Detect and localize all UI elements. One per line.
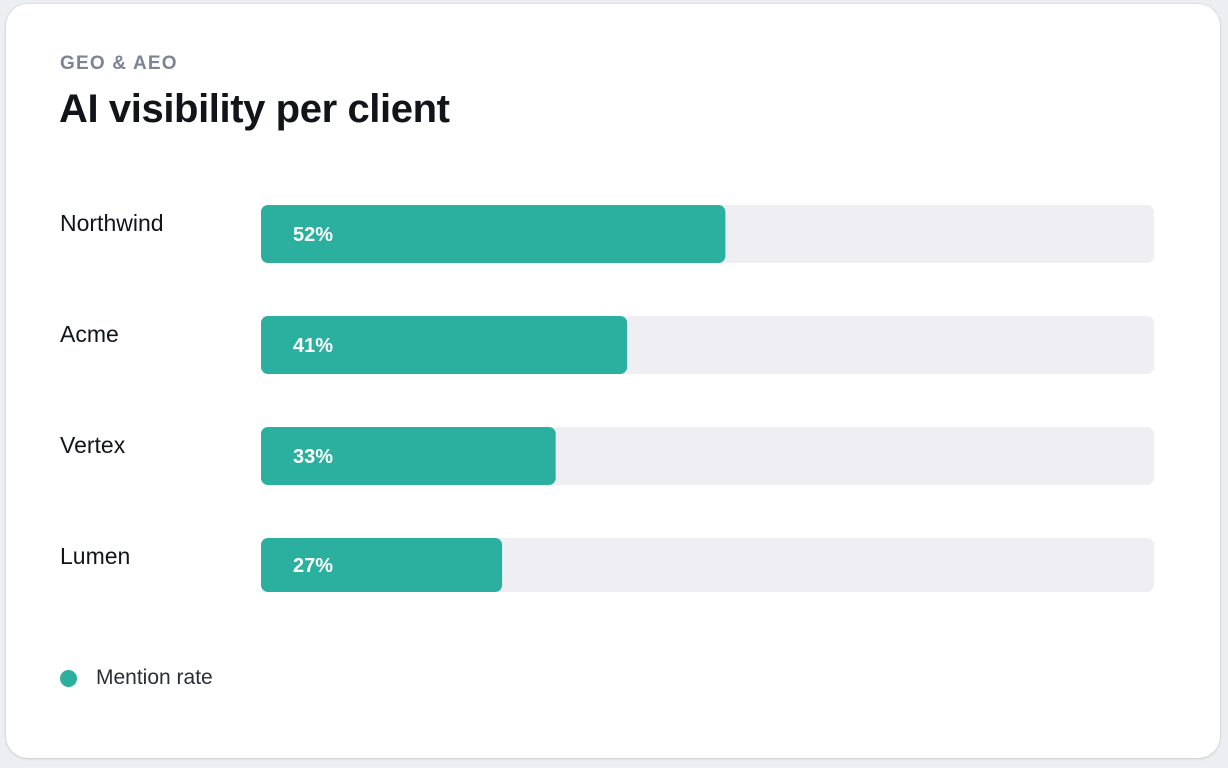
- bar-chart: Northwind 52% Acme 41% Vertex 33% Lumen 27%: [60, 205, 1154, 592]
- value-label-acme: 41%: [293, 335, 333, 357]
- bar-vertex: [261, 427, 556, 485]
- value-label-northwind: 52%: [293, 224, 333, 246]
- value-label-lumen: 27%: [293, 555, 333, 577]
- bar-lumen: [261, 538, 503, 592]
- legend-label: Mention rate: [96, 666, 213, 689]
- category-label-vertex: Vertex: [60, 432, 126, 458]
- legend-swatch: [60, 669, 77, 687]
- bar-northwind: [261, 205, 726, 263]
- value-label-vertex: 33%: [293, 446, 333, 468]
- chart-title: AI visibility per client: [59, 87, 450, 131]
- category-label-acme: Acme: [60, 321, 119, 347]
- category-label-northwind: Northwind: [60, 210, 164, 236]
- chart-eyebrow: GEO & AEO: [60, 53, 178, 74]
- chart-legend: Mention rate: [60, 666, 213, 690]
- category-label-lumen: Lumen: [60, 543, 130, 569]
- bar-acme: [261, 316, 628, 374]
- chart-card: GEO & AEO AI visibility per client North…: [6, 4, 1220, 758]
